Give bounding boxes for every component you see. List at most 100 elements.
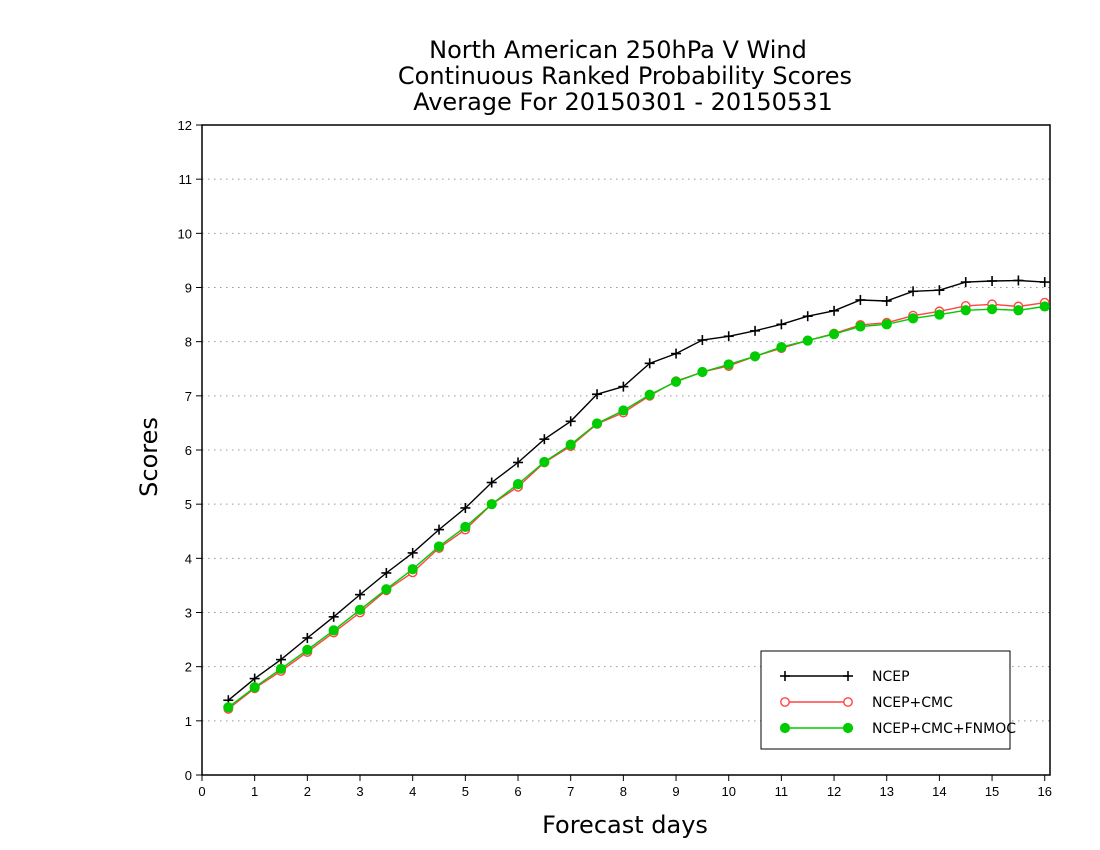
ncep-cmc-fnmoc-point	[855, 321, 866, 332]
x-tick-label: 11	[775, 784, 789, 799]
x-tick-label: 15	[985, 784, 999, 799]
ncep-point	[565, 416, 576, 427]
legend-entry-ncep-cmc: NCEP+CMC	[780, 695, 953, 711]
ncep-point	[592, 389, 603, 400]
x-tick-label: 13	[879, 784, 893, 799]
legend-entry-ncep-cmc-fnmoc-label: NCEP+CMC+FNMOC	[872, 721, 1016, 737]
ncep-point	[697, 335, 708, 346]
ncep-cmc-fnmoc-point	[565, 439, 576, 450]
x-tick-label: 7	[567, 784, 574, 799]
ncep-point	[486, 477, 497, 488]
y-tick-label: 7	[185, 389, 192, 404]
chart-title-line-3: Average For 20150301 - 20150531	[413, 88, 833, 116]
ncep-point	[355, 589, 366, 600]
y-tick-label: 11	[179, 172, 193, 187]
ncep-cmc-fnmoc-point	[223, 702, 234, 713]
ncep-cmc-fnmoc-point	[697, 366, 708, 378]
y-tick-label: 10	[178, 226, 192, 241]
ncep-point	[276, 654, 287, 665]
ncep-point	[780, 671, 790, 681]
ncep-cmc-fnmoc-point	[842, 722, 854, 734]
y-tick-label: 2	[185, 660, 192, 675]
ncep-point	[407, 547, 418, 558]
ncep-cmc-fnmoc-point	[1013, 305, 1024, 316]
ncep-cmc-fnmoc-point	[354, 604, 366, 615]
ncep-cmc-fnmoc-point	[275, 663, 287, 674]
y-tick-label: 4	[185, 551, 192, 566]
x-tick-label: 8	[620, 784, 627, 799]
series-ncep	[223, 275, 1050, 706]
ncep-point	[618, 381, 629, 392]
ncep-cmc-fnmoc-point	[249, 682, 260, 693]
legend-entry-ncep-cmc-label: NCEP+CMC	[872, 695, 953, 711]
y-tick-label: 8	[185, 335, 192, 350]
ncep-cmc-fnmoc-point	[934, 309, 945, 320]
x-tick-label: 0	[198, 784, 205, 799]
ncep-point	[302, 632, 313, 643]
ncep-cmc-fnmoc-point	[618, 405, 629, 416]
ncep-cmc-fnmoc-point	[960, 305, 971, 316]
series-ncep-line	[227, 279, 1045, 701]
series-layer	[223, 275, 1050, 714]
y-tick-label: 3	[185, 606, 192, 621]
ncep-point	[328, 611, 339, 622]
ncep-cmc-fnmoc-point	[486, 499, 497, 510]
x-tick-label: 2	[304, 784, 311, 799]
ncep-point	[513, 457, 524, 468]
y-tick-label: 12	[178, 118, 192, 133]
ncep-point	[723, 331, 734, 342]
ncep-point	[960, 277, 971, 288]
ncep-point	[750, 325, 761, 336]
ncep-cmc-fnmoc-point	[986, 304, 998, 315]
ncep-cmc-point	[843, 697, 853, 707]
ncep-cmc-fnmoc-point	[907, 313, 919, 324]
ncep-cmc-fnmoc-point	[644, 389, 655, 400]
ncep-cmc-fnmoc-point	[381, 584, 392, 595]
legend-entry-ncep-cmc-fnmoc: NCEP+CMC+FNMOC	[779, 721, 1016, 737]
ncep-cmc-fnmoc-point	[591, 418, 603, 429]
x-tick-label: 10	[721, 784, 735, 799]
ncep-point	[460, 502, 471, 513]
chart-title-line-1: North American 250hPa V Wind	[429, 36, 807, 64]
ncep-point	[434, 524, 445, 535]
ncep-cmc-fnmoc-point	[670, 376, 682, 387]
ncep-cmc-fnmoc-point	[460, 521, 471, 533]
ncep-cmc-fnmoc-point	[881, 319, 892, 330]
series-ncep-cmc-line	[227, 302, 1045, 710]
x-tick-label: 12	[827, 784, 841, 799]
ncep-point	[539, 434, 550, 445]
y-tick-label: 6	[185, 443, 192, 458]
ncep-point	[671, 348, 682, 359]
x-tick-label: 3	[356, 784, 363, 799]
y-tick-label: 5	[185, 497, 192, 512]
ncep-cmc-fnmoc-point	[779, 722, 791, 734]
y-axis-label: Scores	[135, 417, 163, 497]
x-tick-label: 16	[1037, 784, 1051, 799]
legend: NCEP NCEP+CMC NCEP+CMC+FNMOC	[760, 650, 1016, 750]
ncep-point	[776, 319, 787, 330]
x-tick-label: 9	[672, 784, 679, 799]
ncep-cmc-fnmoc-point	[539, 456, 550, 468]
ncep-point	[644, 358, 655, 369]
ncep-point	[934, 285, 945, 296]
ncep-cmc-fnmoc-point	[776, 341, 787, 353]
ncep-point	[987, 276, 998, 286]
ncep-point	[908, 286, 919, 297]
chart-title: North American 250hPa V Wind Continuous …	[398, 36, 852, 116]
x-tick-label: 4	[409, 784, 416, 799]
x-axis-label: Forecast days	[542, 811, 708, 839]
y-tick-label: 9	[185, 281, 192, 296]
ncep-cmc-fnmoc-point	[723, 359, 734, 370]
ncep-point	[381, 567, 392, 578]
ncep-point	[881, 296, 892, 307]
ncep-cmc-fnmoc-point	[512, 479, 524, 490]
ncep-point	[855, 294, 866, 305]
legend-entry-ncep-label: NCEP	[872, 669, 910, 685]
x-axis: 0 1 2 3 4 5 6 7 8 9 10 11 12 13 14 15 16	[198, 775, 1052, 799]
legend-box	[760, 650, 1011, 750]
ncep-cmc-fnmoc-point	[302, 644, 313, 655]
x-tick-label: 6	[514, 784, 521, 799]
ncep-cmc-fnmoc-point	[828, 328, 840, 340]
ncep-point	[1039, 277, 1050, 288]
